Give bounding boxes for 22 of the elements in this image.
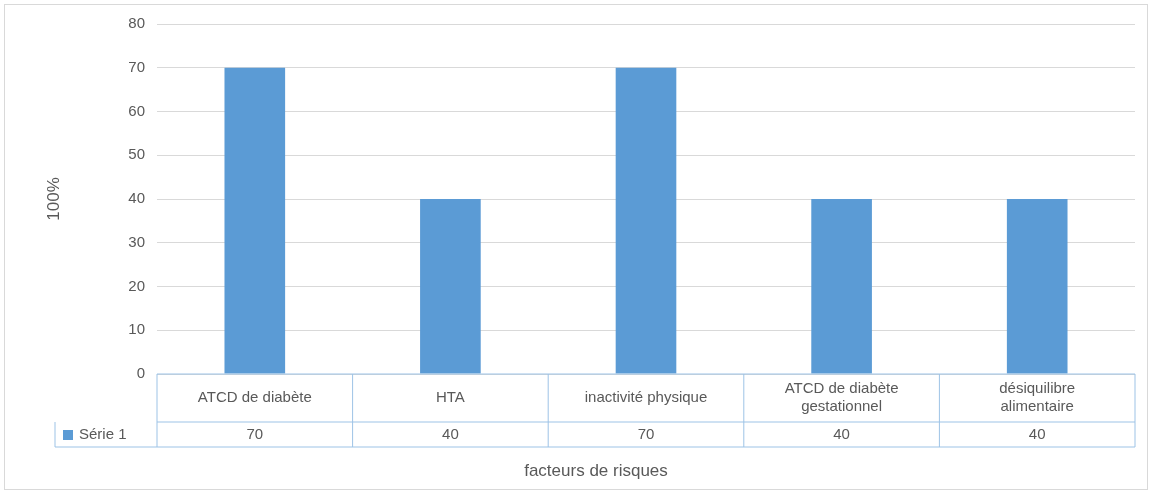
y-tick-label: 30 (128, 232, 145, 250)
y-tick-label: 0 (136, 364, 145, 382)
y-tick-label: 60 (128, 101, 145, 119)
y-tick-label: 20 (128, 276, 145, 294)
x-tick-label: ATCD de diabète (197, 388, 312, 406)
data-label: 70 (246, 425, 264, 443)
data-label: 40 (1028, 425, 1046, 443)
legend-label: Série 1 (79, 425, 127, 443)
y-tick-label: 70 (128, 57, 145, 75)
x-tick-label: ATCD de diabète gestationnel (784, 379, 899, 415)
data-label: 40 (833, 425, 850, 443)
y-axis-title: 100% (43, 177, 63, 221)
x-tick-label: désiquilibre alimentaire (999, 379, 1076, 415)
y-tick-label: 40 (128, 189, 145, 207)
data-label: 40 (442, 425, 459, 443)
x-tick-label: HTA (435, 388, 465, 406)
y-tick-label: 50 (128, 145, 145, 163)
data-label: 70 (637, 425, 655, 443)
x-tick-label: inactivité physique (584, 388, 708, 406)
y-tick-label: 10 (128, 320, 145, 338)
y-tick-label: 80 (128, 14, 145, 32)
x-axis-title: facteurs de risques (524, 460, 668, 480)
